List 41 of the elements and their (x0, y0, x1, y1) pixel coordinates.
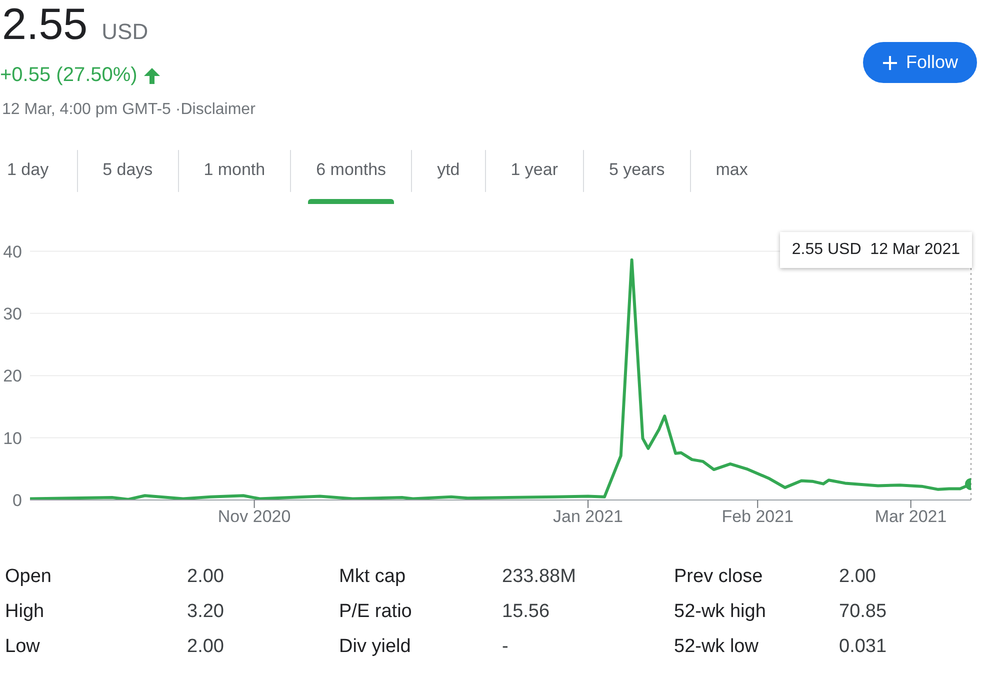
text: 1 year (486, 150, 584, 192)
text: 52-wk low (674, 636, 760, 658)
text: 6 months (291, 150, 412, 192)
text: 3.20 (187, 601, 225, 623)
annotation: 2.55 USD 12 Mar 2021 (780, 232, 972, 268)
x-tick-label: Mar 2021 (874, 507, 947, 526)
text: - (502, 636, 510, 658)
x-tick-label: Feb 2021 (722, 507, 794, 526)
text: Div yield (339, 636, 412, 658)
text: Prev close (674, 566, 764, 588)
text: 15.56 (502, 601, 551, 623)
text: 70.85 (839, 601, 888, 623)
text: 2.00 (187, 566, 225, 588)
text: 12 Mar, 4:00 pm GMT-5 ·Disclaimer (2, 101, 256, 119)
text: 2.00 (187, 636, 225, 658)
x-tick-label: Nov 2020 (218, 507, 291, 526)
text: High (5, 601, 46, 623)
text: Mkt cap (339, 566, 407, 588)
chart-title: 2.55 (2, 0, 88, 49)
text: P/E ratio (339, 601, 413, 623)
y-tick-label: 0 (12, 491, 22, 510)
text: 0.031 (839, 636, 888, 658)
y-tick-label: 20 (3, 366, 22, 386)
text: Follow (863, 42, 977, 83)
text: max (714, 159, 749, 181)
text: 233.88M (502, 566, 577, 588)
y-tick-label: 30 (3, 304, 22, 324)
chart-subtitle: USD (102, 19, 148, 44)
text: 52-wk high (674, 601, 767, 623)
text: 1 day (0, 150, 78, 192)
text: Open (5, 566, 52, 588)
text: +0.55 (27.50%) (0, 64, 138, 87)
text: 5 years (584, 150, 691, 192)
text: Low (5, 636, 41, 658)
y-tick-label: 10 (3, 428, 22, 448)
x-tick-label: Jan 2021 (553, 507, 624, 526)
text: ytd (412, 150, 486, 192)
text: 5 days (78, 150, 179, 192)
text: 2.00 (839, 566, 877, 588)
y-tick-label: 40 (3, 242, 22, 262)
text: 1 month (178, 150, 292, 192)
